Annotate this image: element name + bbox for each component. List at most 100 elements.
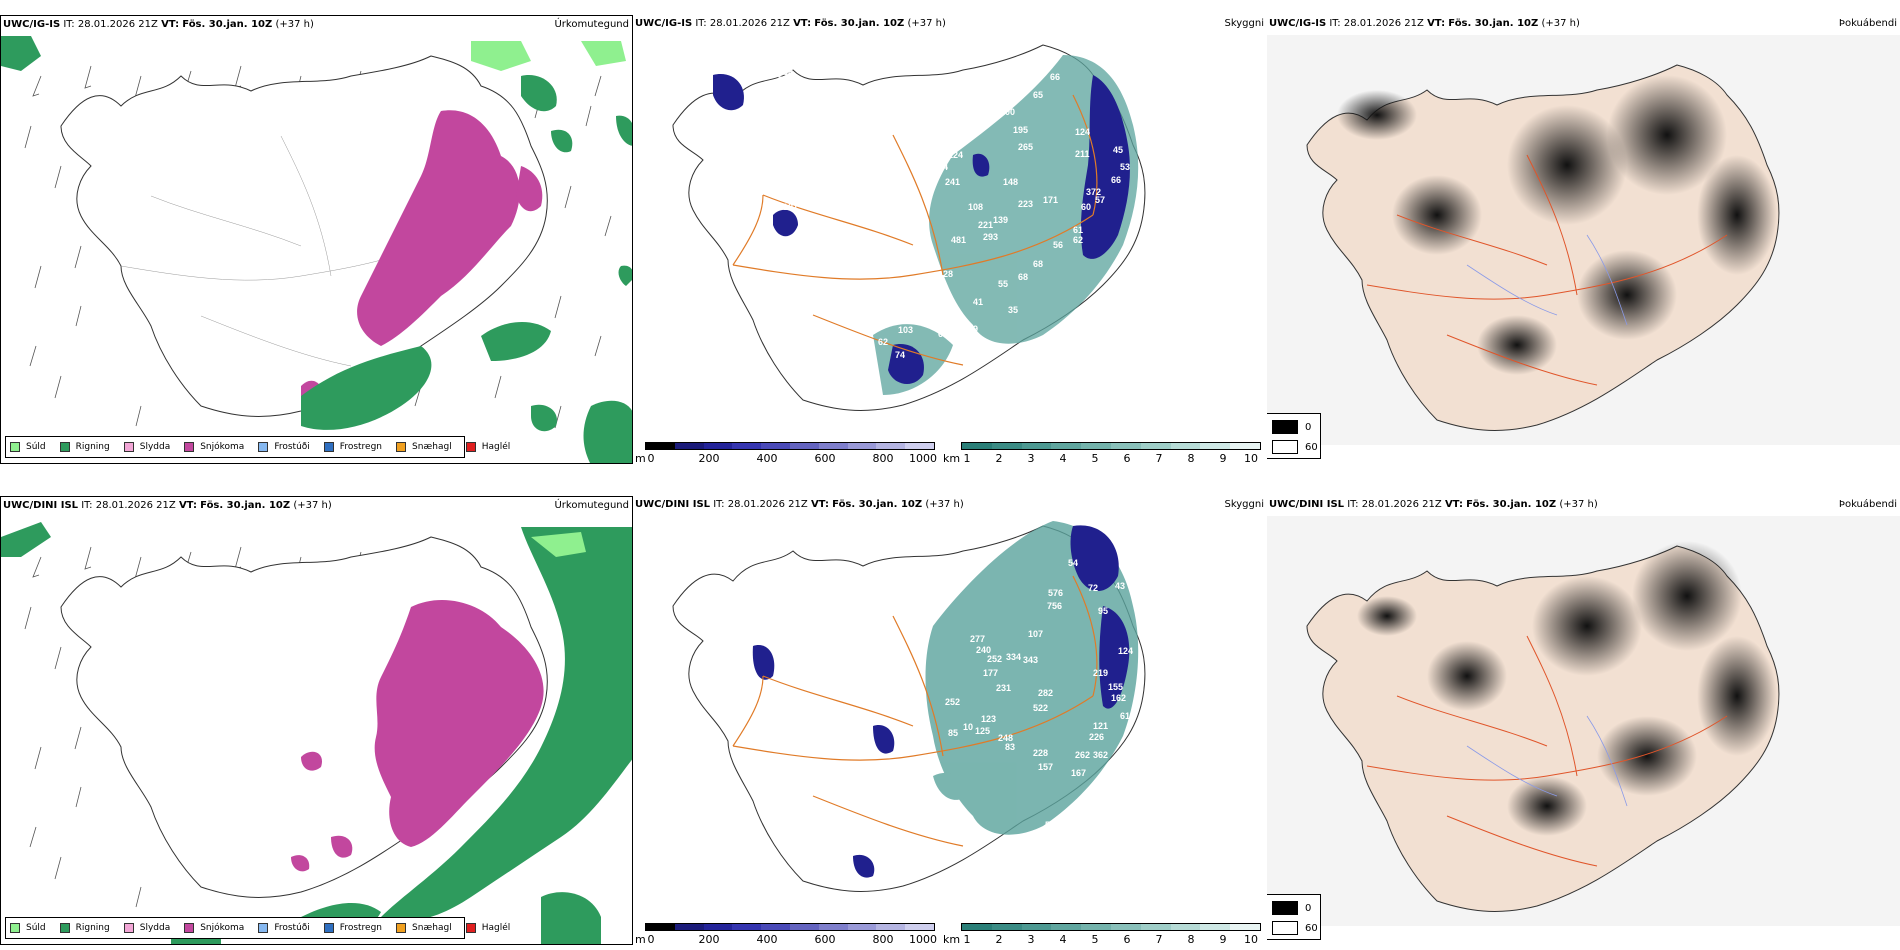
visibility-scale-bar xyxy=(961,442,1261,450)
visibility-value-label: 55 xyxy=(998,279,1008,289)
visibility-value-label: 35 xyxy=(1008,305,1018,315)
precip-panel-bottom: UWC/DINI ISL IT: 28.01.2026 21Z VT: Fös.… xyxy=(0,496,633,945)
visibility-value-label: 102 xyxy=(773,52,788,62)
visibility-value-label: 155 xyxy=(1108,682,1123,692)
visibility-value-label: 252 xyxy=(945,697,960,707)
visibility-value-label: 171 xyxy=(1043,195,1058,205)
visibility-value-label: 334 xyxy=(1006,652,1021,662)
legend-item: Frostregn xyxy=(323,442,382,452)
visibility-value-label: 219 xyxy=(1093,668,1108,678)
visibility-value-label: 62 xyxy=(1073,235,1083,245)
visibility-value-label: 282 xyxy=(1038,688,1053,698)
visibility-value-label: 72 xyxy=(1088,583,1098,593)
fog-map xyxy=(1267,35,1900,445)
panel-header: UWC/DINI ISL IT: 28.01.2026 21Z VT: Fös.… xyxy=(3,500,332,511)
legend-item: Haglél xyxy=(465,442,510,452)
drizzle-area xyxy=(471,41,626,71)
legend-item: Haglél xyxy=(465,923,510,933)
visibility-panel-bottom: UWC/DINI ISL IT: 28.01.2026 21Z VT: Fös.… xyxy=(633,496,1267,945)
visibility-value-label: 61 xyxy=(1073,225,1083,235)
fog-legend: 0 60 xyxy=(1267,894,1321,940)
visibility-value-label: 265 xyxy=(1018,142,1033,152)
visibility-value-label: 64 xyxy=(938,329,948,339)
visibility-value-label: 57 xyxy=(1095,195,1105,205)
visibility-value-label: 124 xyxy=(1118,646,1133,656)
visibility-value-label: 162 xyxy=(1111,693,1126,703)
visibility-value-label: 124 xyxy=(1075,127,1090,137)
legend-item: Snæhagl xyxy=(396,923,452,933)
visibility-value-label: 10 xyxy=(963,722,973,732)
visibility-value-label: 58 xyxy=(949,906,959,916)
legend-item: Slydda xyxy=(123,923,170,933)
visibility-value-label: 144 xyxy=(933,162,948,172)
panel-title: Úrkomutegund xyxy=(554,19,629,30)
legend-item: Rigning xyxy=(59,442,110,452)
legend-item: Slydda xyxy=(123,442,170,452)
visibility-value-label: 522 xyxy=(1045,820,1060,830)
visibility-value-label: 248 xyxy=(998,733,1013,743)
visibility-value-label: 200 xyxy=(1000,107,1015,117)
panel-header: UWC/IG-IS IT: 28.01.2026 21Z VT: Fös. 30… xyxy=(635,18,946,29)
panel-title: Þokuábendi xyxy=(1838,499,1897,510)
fog-panel-top: UWC/IG-IS IT: 28.01.2026 21Z VT: Fös. 30… xyxy=(1267,15,1900,464)
fog-map xyxy=(1267,516,1900,926)
visibility-value-label: 53 xyxy=(1120,162,1130,172)
visibility-value-label: 103 xyxy=(898,325,913,335)
visibility-value-label: 121 xyxy=(1093,721,1108,731)
visibility-value-label: 177 xyxy=(983,668,998,678)
height-scale-bar xyxy=(645,442,935,450)
visibility-value-label: 125 xyxy=(975,726,990,736)
visibility-value-label: 66 xyxy=(1050,72,1060,82)
visibility-value-label: 277 xyxy=(970,634,985,644)
visibility-value-label: 78 xyxy=(853,686,863,696)
legend-item: Frostúði xyxy=(258,923,310,933)
legend-item: Snjókoma xyxy=(184,442,244,452)
visibility-value-label: 756 xyxy=(1047,601,1062,611)
visibility-value-label: 231 xyxy=(996,683,1011,693)
visibility-value-label: 128 xyxy=(893,177,908,187)
terrain-high xyxy=(752,525,1130,878)
visibility-value-label: 240 xyxy=(976,645,991,655)
visibility-value-label: 107 xyxy=(1028,629,1043,639)
visibility-value-label: 28 xyxy=(943,269,953,279)
visibility-value-label: 252 xyxy=(987,654,1002,664)
visibility-value-label: 62 xyxy=(788,177,798,187)
visibility-value-label: 61 xyxy=(1120,711,1130,721)
visibility-value-label: 62 xyxy=(878,337,888,347)
visibility-value-label: 343 xyxy=(1023,655,1038,665)
legend-item: Rigning xyxy=(59,923,110,933)
visibility-value-label: 124 xyxy=(948,150,963,160)
visibility-value-label: 66 xyxy=(1111,175,1121,185)
fog-panel-bottom: UWC/DINI ISL IT: 28.01.2026 21Z VT: Fös.… xyxy=(1267,496,1900,945)
visibility-value-label: 241 xyxy=(945,177,960,187)
visibility-value-label: 226 xyxy=(1089,732,1104,742)
precip-map xyxy=(1,36,632,463)
visibility-value-label: 293 xyxy=(983,232,998,242)
visibility-value-label: 66 xyxy=(1153,600,1163,610)
visibility-value-label: 65 xyxy=(1033,90,1043,100)
fog-legend-item: 60 xyxy=(1272,921,1318,935)
visibility-value-label: 481 xyxy=(951,235,966,245)
visibility-value-label: 85 xyxy=(948,728,958,738)
visibility-panel-top: UWC/IG-IS IT: 28.01.2026 21Z VT: Fös. 30… xyxy=(633,15,1267,464)
visibility-value-label: 77 xyxy=(778,75,788,85)
fog-legend: 0 60 xyxy=(1267,413,1321,459)
visibility-value-label: 43 xyxy=(1115,581,1125,591)
panel-header: UWC/DINI ISL IT: 28.01.2026 21Z VT: Fös.… xyxy=(635,499,964,510)
visibility-scale-bar xyxy=(961,923,1261,931)
visibility-value-label: 157 xyxy=(1038,762,1053,772)
drizzle-area xyxy=(531,532,586,557)
rain-area xyxy=(1,36,632,463)
roads xyxy=(732,575,1098,847)
panel-header: UWC/IG-IS IT: 28.01.2026 21Z VT: Fös. 30… xyxy=(1269,18,1580,29)
visibility-value-label: 83 xyxy=(1005,742,1015,752)
visibility-value-label: 56 xyxy=(1131,550,1141,560)
visibility-value-label: 79 xyxy=(985,52,995,62)
visibility-value-label: 101 xyxy=(783,202,798,212)
visibility-value-label: 30 xyxy=(925,292,935,302)
legend-item: Súld xyxy=(10,923,46,933)
visibility-value-label: 109 xyxy=(963,324,978,334)
precip-legend: Súld Rigning Slydda Snjókoma Frostúði Fr… xyxy=(5,436,510,458)
